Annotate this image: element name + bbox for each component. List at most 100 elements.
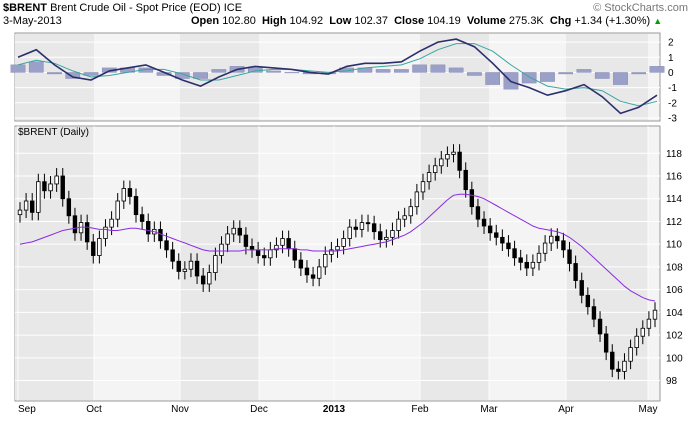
quote-summary: Open 102.80 High 104.92 Low 102.37 Close… xyxy=(191,15,662,27)
candle-body xyxy=(164,240,169,251)
main-panel-label: $BRENT (Daily) xyxy=(18,127,89,138)
price-tick-label: 116 xyxy=(666,172,682,183)
macd-histogram-bar xyxy=(193,72,208,79)
candle-body xyxy=(597,318,603,335)
candle-body xyxy=(652,309,658,320)
candle-body xyxy=(549,235,554,244)
price-month-shade xyxy=(420,127,489,400)
candle-body xyxy=(420,181,426,193)
candle-body xyxy=(487,225,493,234)
candle-body xyxy=(567,249,572,264)
candle-body xyxy=(414,191,420,208)
candle-body xyxy=(200,275,206,285)
instrument-name: Brent Crude Oil - Spot Price (EOD) xyxy=(50,2,221,14)
volume-label: Volume xyxy=(466,15,506,27)
candle-body xyxy=(213,255,218,273)
macd-histogram-bar xyxy=(211,69,227,73)
candle-body xyxy=(384,236,389,241)
price-tick-label: 110 xyxy=(666,240,682,251)
candle-body xyxy=(30,200,35,213)
candle-body xyxy=(646,318,652,329)
candle-body xyxy=(103,226,108,239)
candle-body xyxy=(536,252,542,263)
price-month-shade xyxy=(566,127,648,400)
candle-body xyxy=(127,188,133,197)
high-label: High xyxy=(261,15,287,27)
candle-body xyxy=(408,206,413,217)
macd-panel: 2 1 0 -1 -2 -3 xyxy=(10,32,677,124)
x-tick-label: Mar xyxy=(480,404,498,415)
high-value: 104.92 xyxy=(289,15,324,27)
macd-tick-label: -2 xyxy=(668,98,677,109)
price-tick-label: 118 xyxy=(666,149,682,160)
open-label: Open xyxy=(191,15,220,27)
macd-histogram-bar xyxy=(594,72,610,79)
macd-tick-label: 0 xyxy=(668,68,674,79)
chg-value: +1.34 (+1.30%) xyxy=(574,15,651,27)
candle-body xyxy=(42,181,47,192)
x-tick-label: Sep xyxy=(18,404,36,415)
candle-body xyxy=(36,181,41,213)
candle-body xyxy=(121,188,126,202)
x-axis: Sep Oct Nov Dec 2013 Feb Mar Apr May xyxy=(15,400,660,415)
macd-histogram-bar xyxy=(174,72,190,79)
candle-body xyxy=(323,254,328,268)
candle-body xyxy=(573,263,578,281)
price-month-shade xyxy=(15,127,94,400)
candle-body xyxy=(396,218,401,231)
ma-line xyxy=(19,193,656,302)
price-tick-label: 100 xyxy=(666,353,683,364)
x-tick-label: Dec xyxy=(250,404,268,415)
macd-histogram-bar xyxy=(47,72,62,75)
price-tick-label: 114 xyxy=(666,194,682,205)
candle-body xyxy=(378,231,383,241)
x-tick-label: May xyxy=(639,404,658,415)
price-tick-label: 108 xyxy=(666,262,683,273)
candle-body xyxy=(616,368,621,372)
candle-body xyxy=(518,257,523,263)
candle-body xyxy=(219,243,224,256)
date-label: 3-May-2013 xyxy=(3,15,62,27)
candle-body xyxy=(426,172,432,183)
candle-body xyxy=(292,248,297,261)
candle-body xyxy=(207,272,212,285)
macd-histogram-bar xyxy=(10,64,26,73)
candle-body xyxy=(506,242,511,250)
candle-body xyxy=(84,222,90,243)
candle-body xyxy=(262,255,267,259)
symbol-label: $BRENT xyxy=(3,2,48,14)
macd-month-shade xyxy=(420,34,489,120)
macd-tick-label: -3 xyxy=(668,113,677,124)
candle-body xyxy=(451,151,456,155)
macd-histogram-bar xyxy=(284,72,300,74)
macd-histogram-bar xyxy=(467,72,482,76)
candle-body xyxy=(481,218,487,227)
candle-body xyxy=(390,230,395,238)
macd-histogram-bar xyxy=(375,69,391,73)
macd-month-shade xyxy=(15,34,94,120)
price-panel: 118 116 114 112 110 108 106 104 102 100 98 xyxy=(14,125,683,402)
candle-body xyxy=(139,214,145,222)
macd-histogram-bar xyxy=(558,72,574,75)
candle-body xyxy=(268,249,273,259)
chart-title: $BRENT Brent Crude Oil - Spot Price (EOD… xyxy=(3,2,242,14)
macd-histogram-bar xyxy=(613,72,628,85)
candle-body xyxy=(512,248,517,259)
macd-line xyxy=(17,38,658,115)
candle-body xyxy=(542,242,548,254)
macd-histogram-bar xyxy=(83,72,99,76)
candle-body xyxy=(255,249,261,256)
candle-body xyxy=(445,154,450,160)
candle-body xyxy=(109,218,114,228)
price-tick-label: 112 xyxy=(666,217,682,228)
candle-body xyxy=(371,223,377,233)
low-value: 102.37 xyxy=(354,15,388,27)
candle-body xyxy=(298,259,304,269)
candle-body xyxy=(359,222,365,230)
volume-value: 275.3K xyxy=(508,15,544,27)
candle-body xyxy=(54,175,59,185)
candle-body xyxy=(329,249,334,255)
candle-body xyxy=(72,215,78,234)
candle-body xyxy=(243,234,249,247)
candle-body xyxy=(66,198,72,217)
